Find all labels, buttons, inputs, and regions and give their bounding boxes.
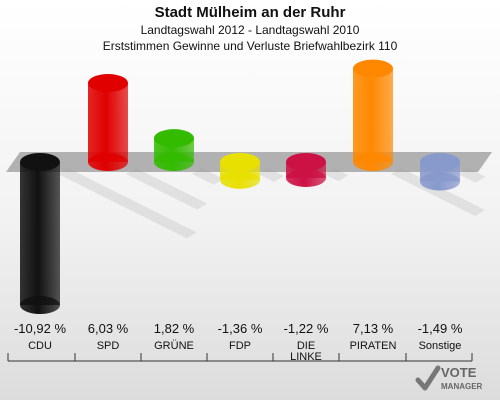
checkmark-icon xyxy=(415,365,441,391)
category-label: FDP xyxy=(229,340,251,352)
bar-shadow xyxy=(126,168,208,210)
chart-header: Stadt Mülheim an der Ruhr Landtagswahl 2… xyxy=(0,4,500,54)
bar-shadow xyxy=(192,168,224,185)
value-label: 7,13 % xyxy=(353,321,394,336)
bar-die-linke xyxy=(286,153,326,187)
category-axis xyxy=(7,353,473,362)
logo-word-2: MANAGER xyxy=(441,382,483,391)
value-label: 1,82 % xyxy=(154,321,195,336)
value-label: -10,92 % xyxy=(14,321,66,336)
category-label: SPD xyxy=(97,340,120,352)
category-label: GRÜNE xyxy=(154,340,194,352)
category-label: Sonstige xyxy=(419,340,462,352)
category-label: PIRATEN xyxy=(350,340,397,352)
bar-shadow xyxy=(58,168,197,239)
logo-word-1: VOTE xyxy=(441,365,477,380)
bar-cdu xyxy=(20,153,60,315)
value-label: -1,49 % xyxy=(418,321,463,336)
chart-title: Stadt Mülheim an der Ruhr xyxy=(154,4,346,21)
votemanager-logo: VOTE MANAGER xyxy=(415,365,483,391)
bar-spd xyxy=(88,74,128,171)
chart-subtitle: Landtagswahl 2012 - Landtagswahl 2010 xyxy=(140,23,360,37)
chart-subtitle-2: Erststimmen Gewinne und Verluste Briefwa… xyxy=(102,39,398,53)
category-label: DIE LINKE xyxy=(290,340,322,363)
bar-sonstige xyxy=(420,153,460,191)
bar-grüne xyxy=(154,129,194,171)
value-label: 6,03 % xyxy=(88,321,129,336)
bar-fdp xyxy=(220,153,260,189)
bar-shadow xyxy=(391,168,486,217)
value-label: -1,22 % xyxy=(284,321,329,336)
category-label: CDU xyxy=(28,340,52,352)
value-label: -1,36 % xyxy=(218,321,263,336)
bar-piraten xyxy=(353,59,393,171)
